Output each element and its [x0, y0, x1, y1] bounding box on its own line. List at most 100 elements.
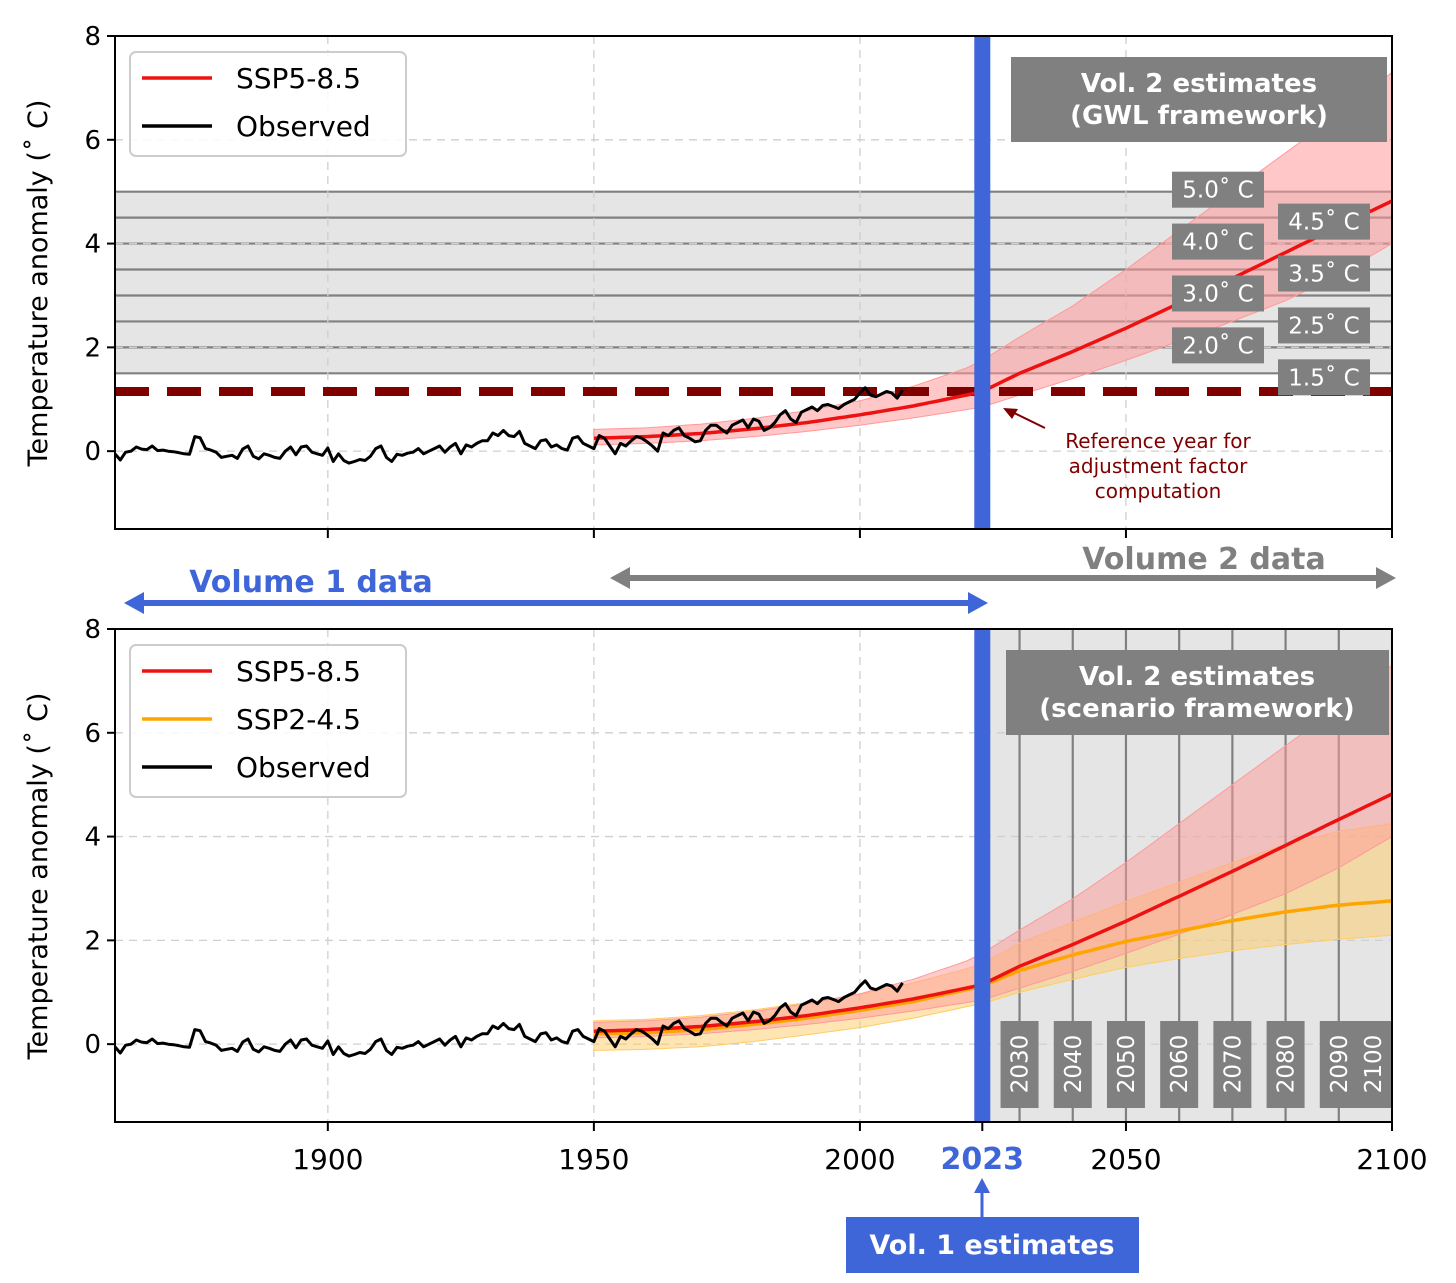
volume1-arrow-left-head [124, 592, 144, 614]
bottom-vol2-box-bg [1006, 650, 1389, 735]
top-vol2-box-title: Vol. 2 estimates (GWL framework) [1070, 69, 1328, 131]
top-y-axis-label: Temperature anomaly (˚ C) [23, 100, 54, 468]
decade-label-box [1354, 1021, 1392, 1108]
x-tick-label-2023: 2023 [941, 1142, 1025, 1177]
decade-label-box [1053, 1021, 1092, 1108]
marker-2023-bar [974, 629, 991, 1122]
y-tick-label: 0 [84, 1030, 101, 1060]
decade-label: 2060 [1160, 1021, 1199, 1108]
decade-label: 2030 [1000, 1021, 1039, 1108]
decade-label-text: 2050 [1114, 1035, 1140, 1094]
decade-label-box [1213, 1021, 1252, 1108]
gwl-label: 5.0˚ C [1172, 171, 1264, 208]
gwl-label: 2.0˚ C [1172, 327, 1264, 364]
decade-label-box [1266, 1021, 1305, 1108]
top-legend: SSP5-8.5 Observed [129, 51, 407, 157]
volume1-label: Volume 1 data [189, 565, 433, 600]
top-vol2-box: Vol. 2 estimates (GWL framework) [1011, 57, 1387, 142]
decade-label-box [1106, 1021, 1145, 1108]
gwl-label-text: 2.5˚ C [1288, 312, 1359, 339]
marker-2023-bar [974, 36, 991, 529]
annotation-arrow-head [1003, 408, 1018, 419]
bottom-axes-frame [114, 628, 1393, 1123]
volume2-arrow-right-head [1376, 567, 1396, 589]
y-tick-label: 6 [84, 126, 101, 156]
x-tick-label: 2100 [1356, 1143, 1427, 1176]
vol1-estimates-box [846, 1217, 1139, 1273]
gwl-label: 3.5˚ C [1278, 255, 1370, 292]
gwl-label-text: 3.5˚ C [1288, 261, 1359, 288]
gwl-label-text: 3.0˚ C [1182, 280, 1253, 307]
gwl-label-text: 5.0˚ C [1182, 177, 1253, 204]
decade-label-text: 2080 [1274, 1035, 1300, 1094]
decade-label-text: 2030 [1008, 1035, 1034, 1094]
y-tick-label: 4 [84, 823, 101, 853]
bottom-y-axis-label: Temperature anomaly (˚ C) [23, 693, 54, 1061]
top-panel: 1.5˚ C 2.0˚ C 2.5˚ C 3.0˚ C 3.5˚ C 4.0˚ C 4.5˚… [23, 22, 1393, 538]
bottom-legend-box [129, 644, 407, 798]
bottom-legend-observed-label: Observed [236, 751, 371, 784]
decade-label-text: 2090 [1327, 1035, 1353, 1094]
volume1-arrow-right-head [968, 592, 988, 614]
gwl-label-box [1172, 327, 1264, 364]
bottom-vol2-box-title: Vol. 2 estimates (scenario framework) [1039, 662, 1354, 724]
gwl-label-box [1172, 275, 1264, 312]
decade-label: 2090 [1319, 1021, 1358, 1108]
top-legend-ssp585-label: SSP5-8.5 [236, 62, 361, 95]
decade-label-box [1160, 1021, 1199, 1108]
decade-label-box [1000, 1021, 1039, 1108]
top-series [113, 199, 1393, 465]
x-tick-label: 1950 [558, 1143, 629, 1176]
gwl-label: 2.5˚ C [1278, 307, 1370, 344]
top-legend-observed-label: Observed [236, 110, 371, 143]
decade-label-box [1319, 1021, 1358, 1108]
x-tick-label: 2000 [824, 1143, 895, 1176]
gwl-label-text: 4.5˚ C [1288, 209, 1359, 236]
gwl-label-text: 2.0˚ C [1182, 332, 1253, 359]
vol1-arrow-head [974, 1178, 990, 1193]
gwl-label-text: 4.0˚ C [1182, 229, 1253, 256]
bottom-legend-ssp245-label: SSP2-4.5 [236, 703, 361, 736]
y-tick-label: 8 [84, 615, 101, 645]
top-y-ticks: 0 2 4 6 8 [84, 22, 115, 467]
decade-label: 2080 [1266, 1021, 1305, 1108]
x-tick-label: 1900 [292, 1143, 363, 1176]
observed-line [113, 386, 904, 465]
top-vol2-box-bg [1011, 57, 1387, 142]
gwl-label-box [1172, 171, 1264, 208]
y-tick-label: 8 [84, 22, 101, 52]
gwl-label-box [1278, 255, 1370, 292]
gwl-labels: 1.5˚ C 2.0˚ C 2.5˚ C 3.0˚ C 3.5˚ C 4.0˚ C 4.5˚… [1172, 171, 1370, 396]
bottom-vol2-box: Vol. 2 estimates (scenario framework) [1006, 650, 1389, 735]
bottom-panel: 2030 2040 2050 2060 2070 2080 2090 2100 0 2 4 6 8 1… [23, 615, 1428, 1273]
y-tick-label: 2 [84, 333, 101, 363]
gwl-label-box [1278, 203, 1370, 240]
vol1-estimates-callout: Vol. 1 estimates [846, 1178, 1139, 1273]
gwl-label-text: 1.5˚ C [1288, 364, 1359, 391]
gwl-label-box [1278, 359, 1370, 396]
data-range-arrows: Volume 2 data Volume 1 data [124, 542, 1396, 614]
bottom-x-ticks: 1900 1950 2000 2023 2050 2100 [292, 1122, 1428, 1177]
decade-label: 2050 [1106, 1021, 1145, 1108]
gwl-label: 3.0˚ C [1172, 275, 1264, 312]
y-tick-label: 4 [84, 230, 101, 260]
gwl-label: 4.5˚ C [1278, 203, 1370, 240]
bottom-y-ticks: 0 2 4 6 8 [84, 615, 115, 1060]
observed-line [113, 979, 904, 1058]
decade-label: 2040 [1053, 1021, 1092, 1108]
volume2-arrow-left-head [610, 567, 630, 589]
decade-labels: 2030 2040 2050 2060 2070 2080 2090 2100 [1000, 1021, 1392, 1108]
y-tick-label: 2 [84, 926, 101, 956]
gwl-label: 4.0˚ C [1172, 223, 1264, 260]
bottom-legend-ssp585-label: SSP5-8.5 [236, 655, 361, 688]
x-tick-label: 2050 [1090, 1143, 1161, 1176]
decade-label-text: 2070 [1220, 1035, 1246, 1094]
decade-label: 2100 [1354, 1021, 1392, 1108]
annotation-text: Reference year for adjustment factor compu… [1065, 429, 1251, 503]
gwl-label: 1.5˚ C [1278, 359, 1370, 396]
top-x-ticks [326, 529, 1393, 538]
gwl-label-box [1278, 307, 1370, 344]
volume2-label: Volume 2 data [1082, 542, 1326, 577]
decade-label: 2070 [1213, 1021, 1252, 1108]
decade-label-text: 2060 [1167, 1035, 1193, 1094]
